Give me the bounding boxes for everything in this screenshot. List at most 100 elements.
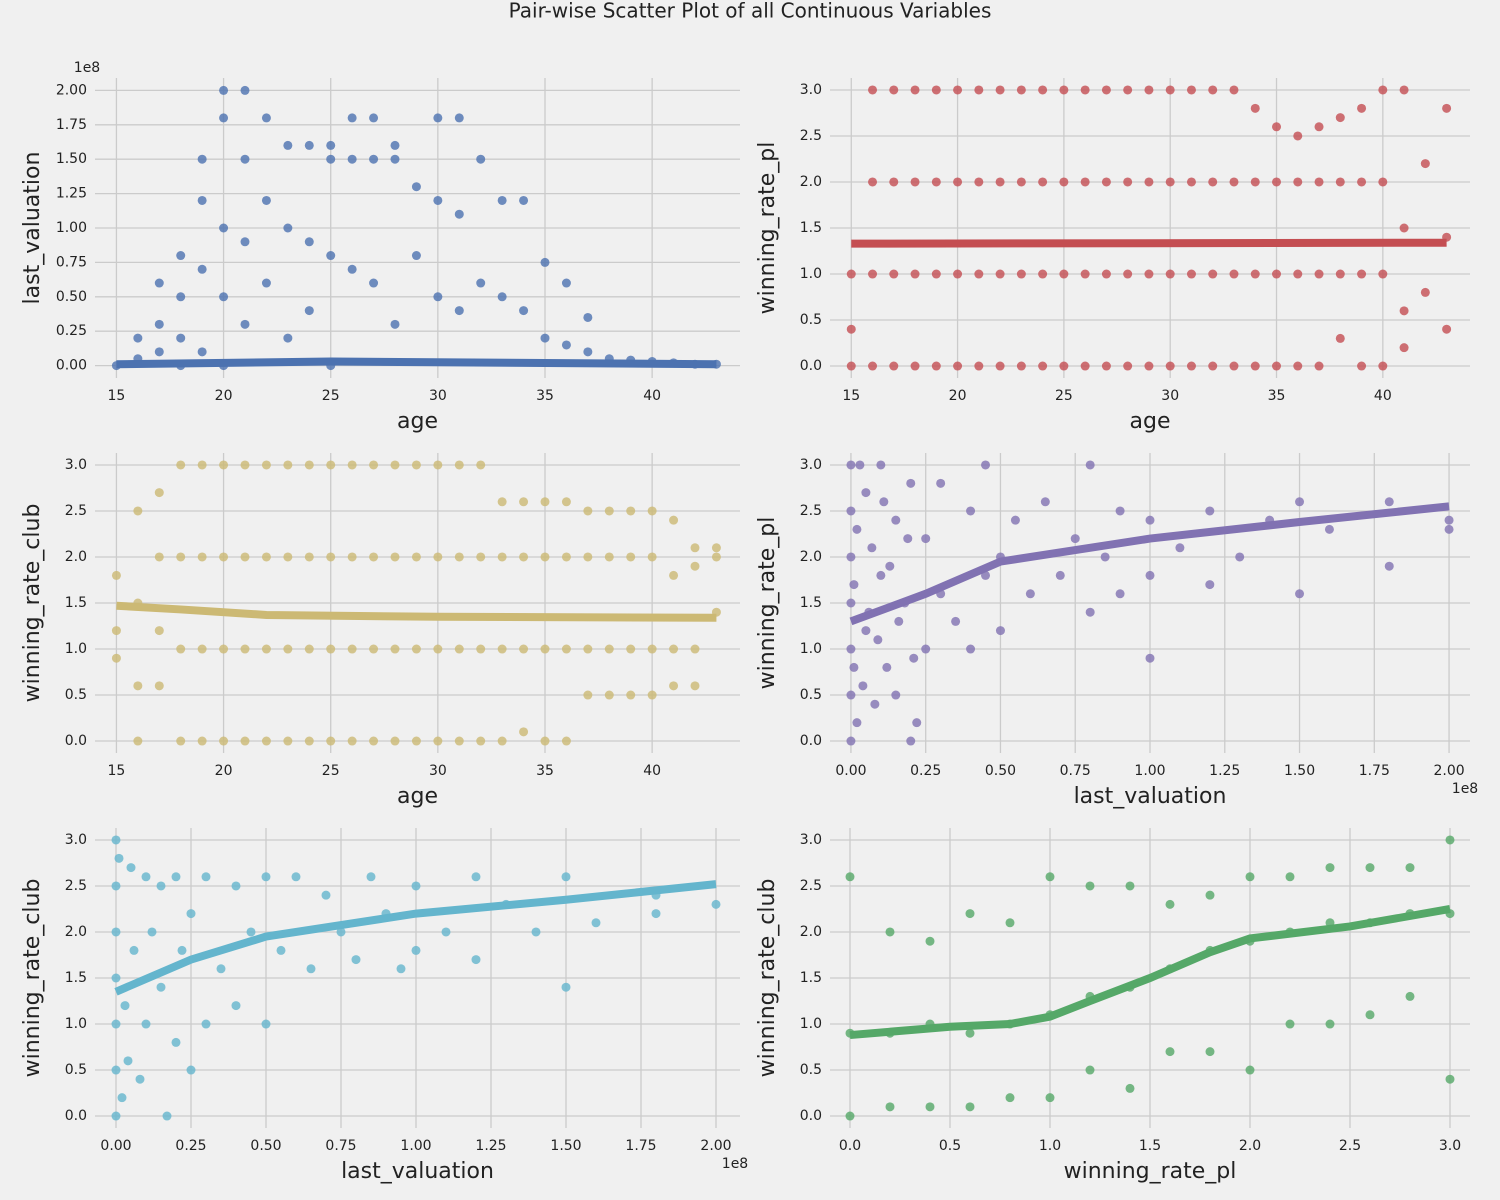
point	[1205, 580, 1215, 590]
point	[197, 347, 207, 357]
y-tick-label: 2.5	[800, 878, 822, 894]
y-tick-label: 3.0	[800, 82, 822, 98]
point	[1038, 177, 1048, 187]
point	[126, 863, 136, 873]
point	[912, 718, 922, 728]
point	[133, 333, 143, 343]
y-tick-label: 2.5	[800, 128, 822, 144]
point	[1175, 543, 1185, 553]
point	[1010, 515, 1020, 525]
y-tick-label: 2.5	[65, 503, 87, 519]
point	[591, 918, 601, 928]
point	[846, 644, 856, 654]
point	[291, 872, 301, 882]
point	[1295, 497, 1305, 507]
fit-line	[116, 601, 717, 622]
point	[306, 964, 316, 974]
point	[885, 1102, 895, 1112]
point	[111, 927, 121, 937]
x-tick-label: 20	[215, 388, 233, 404]
point	[868, 177, 878, 187]
point	[1378, 177, 1388, 187]
point	[974, 269, 984, 279]
point	[261, 460, 271, 470]
point	[1085, 460, 1095, 470]
point	[669, 681, 679, 691]
point	[1335, 177, 1345, 187]
point	[906, 478, 916, 488]
point	[855, 460, 865, 470]
point	[326, 644, 336, 654]
y-tick-label: 2.0	[65, 924, 87, 940]
point	[1399, 223, 1409, 233]
point	[176, 644, 186, 654]
point	[1405, 991, 1415, 1001]
point	[1245, 1065, 1255, 1075]
point	[411, 881, 421, 891]
point	[1293, 131, 1303, 141]
point	[846, 460, 856, 470]
x-tick-label: 0.00	[835, 763, 866, 779]
point	[647, 690, 657, 700]
y-tick-label: 0.5	[800, 687, 822, 703]
point	[133, 736, 143, 746]
y-tick-label: 1.5	[800, 220, 822, 236]
point	[1420, 287, 1430, 297]
x-tick-label: 20	[949, 388, 967, 404]
point	[966, 506, 976, 516]
x-tick-label: 15	[108, 763, 126, 779]
point	[1208, 269, 1218, 279]
point	[154, 278, 164, 288]
point	[1186, 269, 1196, 279]
point	[1144, 361, 1154, 371]
point	[1085, 881, 1095, 891]
point	[246, 927, 256, 937]
point	[1186, 361, 1196, 371]
point	[411, 460, 421, 470]
x-tick-label: 1.75	[625, 1138, 656, 1154]
y-tick-label: 0.5	[65, 1062, 87, 1078]
point	[197, 736, 207, 746]
point	[583, 644, 593, 654]
y-tick-label: 1.75	[56, 117, 87, 133]
point	[441, 927, 451, 937]
point	[304, 552, 314, 562]
point	[1005, 918, 1015, 928]
point	[1444, 515, 1454, 525]
point	[995, 626, 1005, 636]
point	[931, 269, 941, 279]
point	[669, 570, 679, 580]
point	[411, 182, 421, 192]
y-tick-label: 1.5	[800, 595, 822, 611]
point	[111, 653, 121, 663]
point	[849, 580, 859, 590]
point	[433, 736, 443, 746]
x-axis-label: age	[1130, 409, 1171, 434]
point	[133, 506, 143, 516]
point	[583, 347, 593, 357]
x-axis-label: last_valuation	[341, 1159, 494, 1184]
point	[995, 361, 1005, 371]
point	[1045, 872, 1055, 882]
point	[1445, 835, 1455, 845]
point	[261, 872, 271, 882]
y-tick-label: 0.0	[800, 358, 822, 374]
point	[219, 552, 229, 562]
point	[876, 460, 886, 470]
point	[497, 644, 507, 654]
x-tick-label: 0.50	[985, 763, 1016, 779]
y-axis-label: winning_rate_club	[20, 504, 45, 703]
point	[953, 361, 963, 371]
point	[861, 488, 871, 498]
point	[1123, 85, 1133, 95]
point	[889, 269, 899, 279]
point	[974, 177, 984, 187]
point	[540, 644, 550, 654]
point	[411, 945, 421, 955]
point	[369, 552, 379, 562]
point	[1208, 177, 1218, 187]
x-axis-label: winning_rate_pl	[1064, 1159, 1237, 1184]
point	[1115, 589, 1125, 599]
point	[711, 899, 721, 909]
point	[1365, 1010, 1375, 1020]
